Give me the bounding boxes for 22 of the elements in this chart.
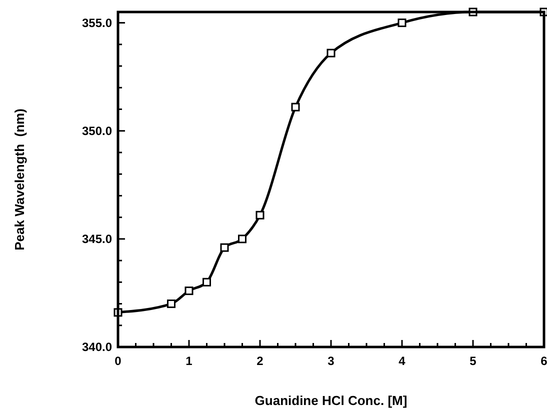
y-tick-label: 345.0: [82, 232, 112, 246]
point: [202, 278, 211, 286]
x-tick-label: 5: [470, 354, 477, 368]
x-tick-label: 4: [398, 354, 406, 368]
point: [326, 48, 336, 58]
x-tick-label: 1: [186, 354, 193, 368]
x-tick-label: 3: [328, 354, 335, 368]
y-tick-label: 340.0: [82, 340, 112, 354]
y-tick-label: 355.0: [82, 16, 112, 30]
x-tick-label: 6: [540, 354, 547, 368]
x-tick-label: 2: [256, 354, 264, 368]
y-tick-label: 350.0: [82, 124, 112, 138]
point: [220, 243, 229, 252]
point: [398, 18, 406, 28]
point: [256, 210, 264, 220]
x-axis-title: Guanidine HCl Conc. [M]: [254, 393, 408, 408]
x-tick-label: 0: [114, 354, 122, 368]
point: [291, 102, 300, 112]
point: [167, 300, 176, 308]
y-axis-title: Peak Wavelength (nm): [12, 108, 27, 250]
point: [238, 234, 246, 244]
point: [184, 286, 194, 296]
